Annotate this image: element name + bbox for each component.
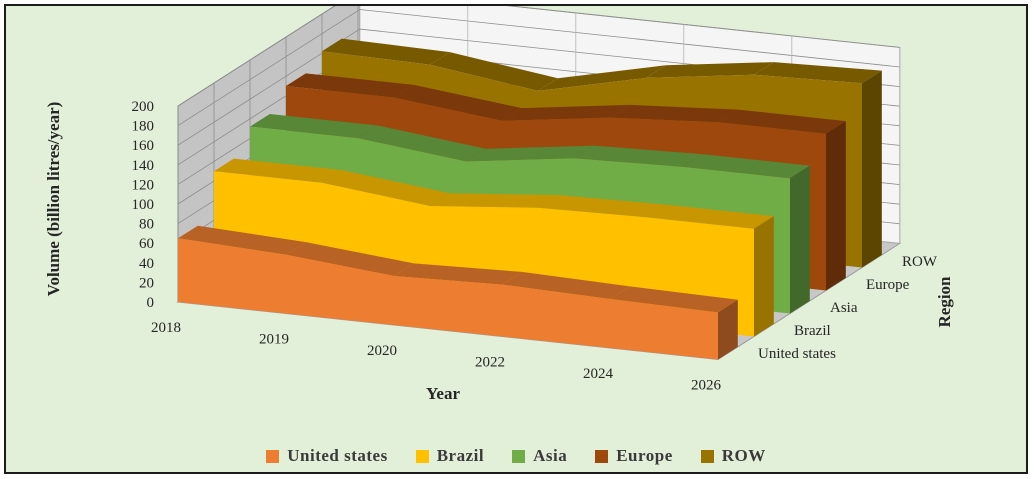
legend-swatch [266,449,280,463]
z-tick-label: Europe [866,277,910,293]
area-top-face [610,104,738,123]
legend-label: ROW [721,446,766,465]
area-top-face [322,38,450,65]
y-tick-label: 200 [132,99,155,115]
area-top-face [250,114,378,139]
y-tick-label: 40 [139,256,154,272]
area-top-face [646,62,774,78]
z-tick-label: ROW [902,254,938,270]
x-tick-label: 2020 [367,343,397,359]
legend-swatch [512,449,526,463]
y-axis-title: Volume (billion litres/year) [44,102,63,297]
area-top-face [610,286,738,313]
y-tick-label: 0 [147,295,155,311]
area-top-face [718,109,846,134]
legend-item: United states [266,446,387,466]
area-top-face [394,84,522,121]
area-top-face [358,125,486,162]
chart-frame: 0 20 40 60 80 100 120 140 160 180 200 2018 2019 2020 2… [4,4,1028,474]
x-tick-label: 2022 [475,355,505,371]
area-end-face [754,216,774,337]
area-top-face [538,65,666,91]
area-top-face [178,225,306,255]
area-top-face [574,145,702,167]
legend-item: Europe [595,446,673,466]
area-top-face [394,263,522,285]
legend-item: ROW [700,446,766,466]
legend: United states Brazil Asia Europe ROW [6,446,1026,466]
area-top-face [466,145,594,162]
legend-swatch [700,449,714,463]
area-front-face [178,238,718,360]
legend-swatch [415,449,429,463]
y-gridline [177,6,900,107]
area-top-face [754,62,882,84]
area-top-face [682,154,810,179]
chart-svg: 0 20 40 60 80 100 120 140 160 180 200 2018 2019 2020 2… [44,6,954,403]
y-tick-label: 60 [139,236,154,252]
x-tick-label: 2024 [583,366,614,382]
legend-item: Asia [512,446,567,466]
area-top-face [322,170,450,206]
x-tick-label: 2018 [151,320,181,336]
y-tick-label: 140 [132,158,155,174]
area-top-face [538,195,666,218]
x-tick-label: 2026 [691,378,722,394]
z-tick-label: Asia [830,300,858,316]
area-top-face [286,242,414,276]
area-top-face [430,193,558,208]
z-axis-title: Region [935,276,954,328]
area-top-face [214,158,342,183]
area-end-face [826,121,846,291]
y-gridline [177,9,900,126]
x-tick-label: 2019 [259,332,289,348]
y-tick-label: 160 [132,138,155,154]
area-top-face [502,271,630,299]
area-end-face [790,165,810,314]
area-top-face [502,104,630,121]
x-axis-title: Year [426,384,460,403]
legend-label: Europe [616,446,673,465]
legend-label: Brazil [436,446,485,465]
y-tick-label: 100 [132,197,155,213]
area-top-face [286,73,414,98]
legend-swatch [595,449,609,463]
z-tick-label: United states [758,346,836,362]
z-tick-label: Brazil [794,323,831,339]
area-top-face [646,204,774,229]
legend-item: Brazil [415,446,485,466]
series-united-states [178,225,738,360]
legend-label: United states [287,446,388,465]
area-top-face [430,52,558,91]
area-end-face [718,299,738,360]
y-tick-label: 180 [132,119,155,135]
y-tick-label: 80 [139,217,154,233]
y-tick-label: 120 [132,177,155,193]
y-tick-label: 20 [139,275,154,291]
legend-label: Asia [533,446,568,465]
area-end-face [862,70,882,268]
